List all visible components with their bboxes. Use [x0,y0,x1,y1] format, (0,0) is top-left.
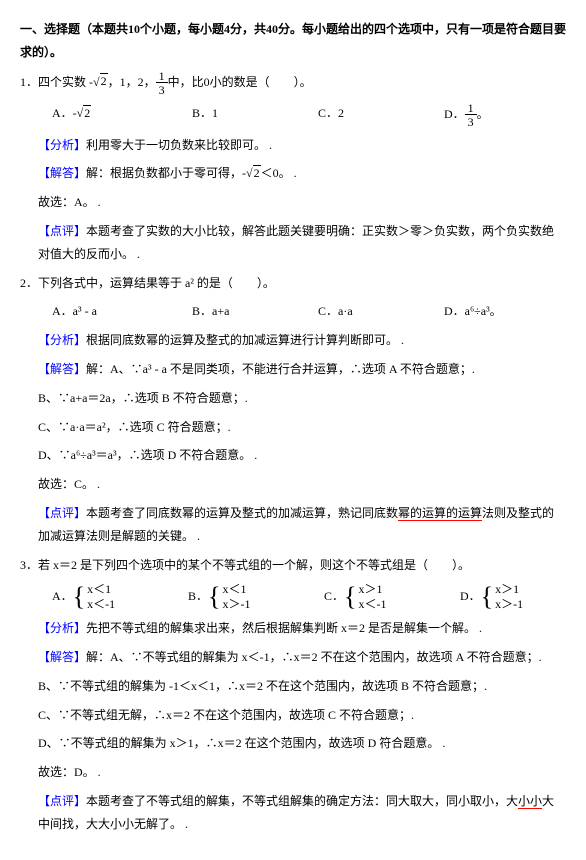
q2-c: C、∵a·a＝a²，∴选项 C 符合题意；. [20,416,566,439]
q3-c: C、∵不等式组无解，∴x＝2 不在这个范围内，故选项 C 不符合题意；. [20,704,566,727]
q3-fenxi: 【分析】先把不等式组的解集求出来，然后根据解集判断 x＝2 是否是解集一个解。 … [20,617,566,640]
q1-fenxi: 【分析】利用零大于一切负数来比较即可。 . [20,134,566,157]
q3-opt-a: A．{x＜1x＜-1 [52,582,188,611]
q2-d: D、∵a⁶÷a³＝a³，∴选项 D 不符合题意。 . [20,444,566,467]
q3-guxuan: 故选：D。 . [20,761,566,784]
q1-stem: 1．四个实数 -√2，1，2，13中，比0小的数是（ ）。 [20,70,566,96]
q3-stem: 3．若 x＝2 是下列四个选项中的某个不等式组的一个解，则这个不等式组是（ ）。 [20,554,566,577]
q1-dianping: 【点评】本题考查了实数的大小比较，解答此题关键要明确：正实数＞零＞负实数，两个负… [20,220,566,266]
section-header: 一、选择题（本题共10个小题，每小题4分，共40分。每小题给出的四个选项中，只有… [20,18,566,64]
q2-options: A．a³ - a B．a+a C．a·a D．a⁶÷a³。 [20,300,566,323]
q2-b: B、∵a+a＝2a，∴选项 B 不符合题意；. [20,387,566,410]
q3-opt-b: B．{x＜1x＞-1 [188,582,324,611]
q2-guxuan: 故选：C。 . [20,473,566,496]
q1-guxuan: 故选：A。 . [20,191,566,214]
q1-stem-c: 中，比0小的数是（ ）。 [168,74,312,88]
q2-fenxi: 【分析】根据同底数幂的运算及整式的加减运算进行计算判断即可。 . [20,329,566,352]
q1-options: A．-√2 B．1 C．2 D．13。 [20,102,566,128]
label-fenxi: 【分析】 [38,138,86,152]
sqrt-2: √2 [93,73,108,88]
q2-dianping: 【点评】本题考查了同底数幂的运算及整式的加减运算，熟记同底数幂的运算的运算法则及… [20,502,566,548]
q3-jieda: 【解答】解：A、∵不等式组的解集为 x＜-1，∴x＝2 不在这个范围内，故选项 … [20,646,566,669]
q3-d: D、∵不等式组的解集为 x＞1，∴x＝2 在这个范围内，故选项 D 符合题意。 … [20,732,566,755]
label-dianping: 【点评】 [38,224,86,238]
frac-1-3: 13 [156,70,168,96]
q1-opt-a: A．-√2 [52,102,192,128]
q1-opt-c: C．2 [318,102,444,128]
q3-options: A．{x＜1x＜-1 B．{x＜1x＞-1 C．{x＞1x＜-1 D．{x＞1x… [20,582,566,611]
q1-stem-a: 1．四个实数 - [20,74,93,88]
q1-jieda: 【解答】解：根据负数都小于零可得，-√2＜0。 . [20,162,566,185]
q3-opt-d: D．{x＞1x＞-1 [460,582,523,611]
q1-stem-b: ，1，2， [108,74,156,88]
q1-opt-d: D．13。 [444,102,489,128]
label-jieda: 【解答】 [38,166,86,180]
q3-opt-c: C．{x＞1x＜-1 [324,582,460,611]
q2-stem: 2．下列各式中，运算结果等于 a² 的是（ ）。 [20,272,566,295]
q2-opt-c: C．a·a [318,300,444,323]
q2-jieda: 【解答】解：A、∵a³ - a 不是同类项，不能进行合并运算，∴选项 A 不符合… [20,358,566,381]
q2-opt-d: D．a⁶÷a³。 [444,300,502,323]
q3-b: B、∵不等式组的解集为 -1＜x＜1，∴x＝2 不在这个范围内，故选项 B 不符… [20,675,566,698]
q3-dianping: 【点评】本题考查了不等式组的解集，不等式组解集的确定方法：同大取大，同小取小，大… [20,790,566,836]
q2-opt-a: A．a³ - a [52,300,192,323]
q1-opt-b: B．1 [192,102,318,128]
q2-opt-b: B．a+a [192,300,318,323]
